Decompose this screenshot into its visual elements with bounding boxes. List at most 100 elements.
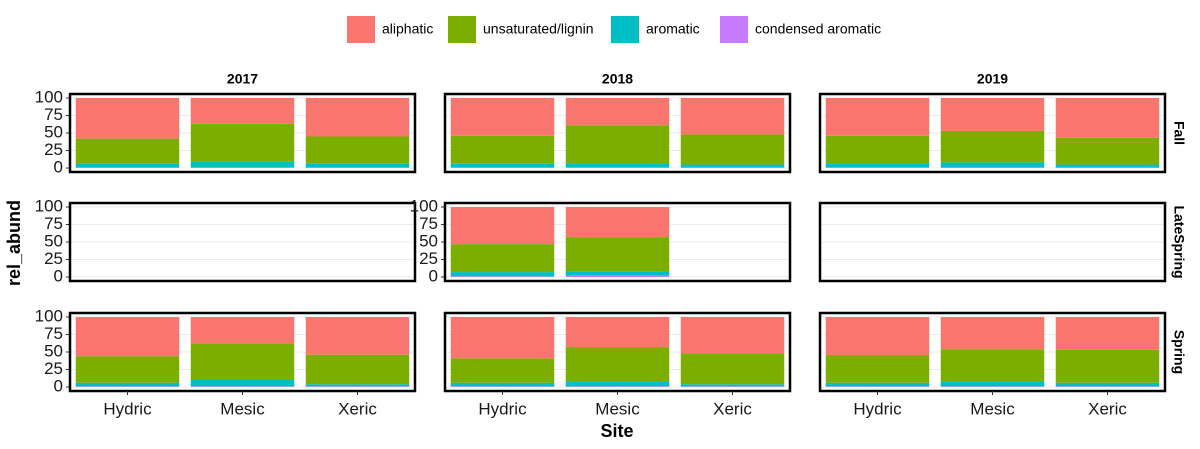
- panel-border: [443, 92, 792, 174]
- bar-segment: [450, 382, 555, 387]
- bar-segment: [75, 382, 180, 387]
- bar-segment: [940, 162, 1045, 168]
- bar-segment: [1055, 349, 1160, 383]
- bar-segment: [565, 381, 670, 387]
- bar-segment: [450, 244, 555, 273]
- bar-segment: [565, 237, 670, 272]
- panel-border: [68, 201, 417, 283]
- bar-segment: [680, 384, 785, 387]
- y-tick-label: 100: [35, 306, 63, 325]
- bar-segment: [190, 386, 295, 387]
- bar-segment: [450, 167, 555, 168]
- bar-segment: [75, 163, 180, 168]
- legend-swatch: [611, 16, 639, 43]
- bar-segment: [75, 356, 180, 383]
- x-tick-label: Mesic: [970, 399, 1015, 418]
- bar-segment: [825, 355, 930, 383]
- bar-segment: [75, 138, 180, 164]
- bar-segment: [190, 161, 295, 168]
- bar-segment: [825, 167, 930, 168]
- y-tick-label: 0: [429, 266, 438, 285]
- y-tick-label: 50: [44, 341, 63, 360]
- bar-segment: [305, 167, 410, 168]
- x-axis-title: Site: [600, 421, 633, 441]
- bar-segment: [1055, 98, 1160, 138]
- x-tick-label: Hydric: [103, 399, 152, 418]
- bar-segment: [565, 386, 670, 387]
- bar-segment: [190, 98, 295, 124]
- bar-segment: [450, 386, 555, 387]
- y-tick-label: 100: [35, 196, 63, 215]
- legend-label: aliphatic: [382, 21, 433, 37]
- bar-segment: [305, 354, 410, 385]
- bar-segment: [565, 98, 670, 126]
- x-tick-label: Mesic: [220, 399, 265, 418]
- bar-segment: [825, 317, 930, 356]
- legend-swatch: [448, 16, 476, 43]
- x-tick-label: Hydric: [478, 399, 527, 418]
- y-tick-label: 25: [44, 249, 63, 268]
- bar-segment: [450, 98, 555, 136]
- y-tick-label: 75: [44, 324, 63, 343]
- column-strip: 2018: [602, 71, 633, 87]
- bar-segment: [825, 386, 930, 387]
- bar-segment: [1055, 164, 1160, 168]
- bar-segment: [565, 207, 670, 238]
- column-strip: 2017: [227, 71, 258, 87]
- bar-segment: [940, 381, 1045, 387]
- y-tick-label: 25: [419, 249, 438, 268]
- y-tick-label: 50: [44, 122, 63, 141]
- bar-segment: [305, 163, 410, 168]
- bar-segment: [450, 358, 555, 383]
- bar-segment: [940, 130, 1045, 163]
- panel-border: [818, 92, 1167, 174]
- legend-swatch: [347, 16, 375, 43]
- bar-segment: [680, 134, 785, 165]
- y-tick-label: 0: [54, 376, 63, 395]
- bar-segment: [1055, 167, 1160, 168]
- row-strip: Spring: [1171, 330, 1187, 374]
- bar-segment: [565, 167, 670, 168]
- bar-segment: [450, 317, 555, 359]
- y-tick-label: 75: [44, 214, 63, 233]
- bar-segment: [565, 275, 670, 277]
- bar-segment: [305, 98, 410, 137]
- bar-segment: [825, 382, 930, 387]
- x-tick-label: Hydric: [853, 399, 902, 418]
- bar-segment: [1055, 386, 1160, 387]
- y-tick-label: 75: [419, 214, 438, 233]
- bar-segment: [565, 125, 670, 164]
- bar-segment: [565, 347, 670, 382]
- bar-segment: [565, 163, 670, 168]
- bar-segment: [680, 386, 785, 387]
- bar-segment: [190, 167, 295, 168]
- y-tick-label: 0: [54, 266, 63, 285]
- bar-segment: [825, 163, 930, 168]
- bar-segment: [565, 317, 670, 348]
- bar-segment: [450, 163, 555, 168]
- panel-border: [818, 201, 1167, 283]
- panel-border: [443, 201, 792, 283]
- legend-label: condensed aromatic: [755, 21, 881, 37]
- x-tick-label: Mesic: [595, 399, 640, 418]
- column-strip: 2019: [977, 71, 1008, 87]
- y-tick-label: 50: [419, 231, 438, 250]
- panel-border: [68, 92, 417, 174]
- row-strip: Fall: [1171, 121, 1187, 145]
- bar-segment: [305, 384, 410, 387]
- y-tick-label: 75: [44, 105, 63, 124]
- x-tick-label: Xeric: [338, 399, 377, 418]
- bar-segment: [450, 135, 555, 164]
- bar-segment: [940, 317, 1045, 350]
- bar-segment: [75, 98, 180, 139]
- bar-segment: [450, 276, 555, 277]
- bar-segment: [190, 123, 295, 162]
- bar-segment: [190, 317, 295, 344]
- legend-swatch: [720, 16, 748, 43]
- bar-segment: [940, 98, 1045, 131]
- y-tick-label: 50: [44, 231, 63, 250]
- bar-segment: [75, 386, 180, 387]
- bar-segment: [680, 98, 785, 135]
- bar-segment: [75, 167, 180, 168]
